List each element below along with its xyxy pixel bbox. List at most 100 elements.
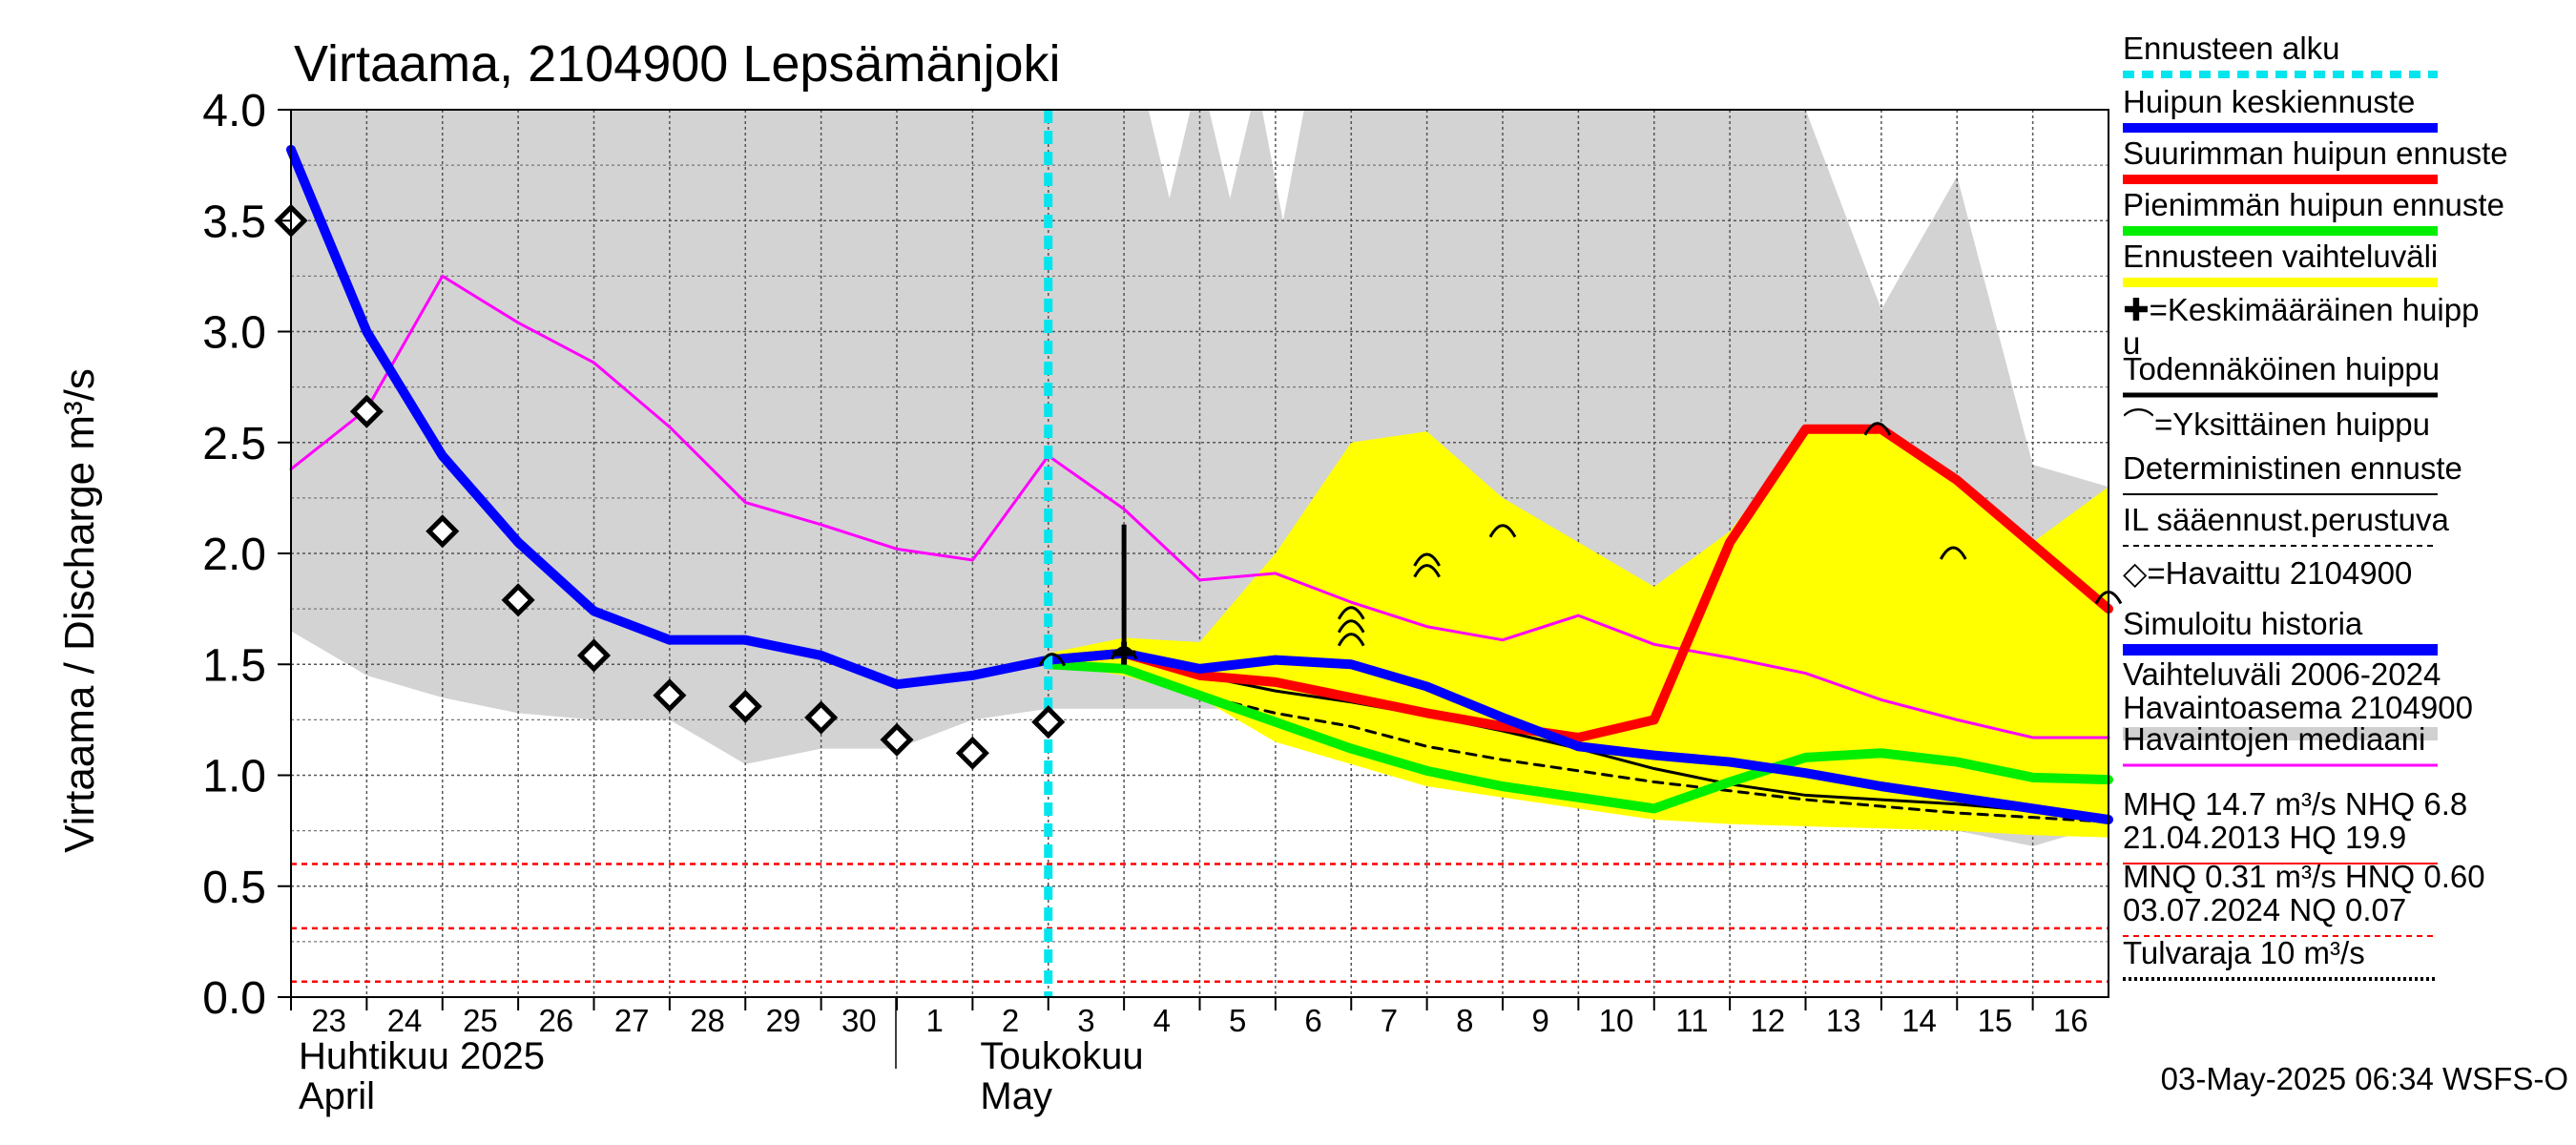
x-tick-label-3: 26 [538, 1003, 573, 1038]
y-tick-label-1: 0.5 [202, 863, 266, 913]
series-line-1 [286, 144, 1053, 690]
legend-item-9: IL sääennust.perustuva [2123, 502, 2449, 547]
legend-label-10: ◇=Havaittu 2104900 [2123, 555, 2412, 591]
series-line-4 [1043, 659, 2113, 814]
x-tick-label-10: 3 [1077, 1003, 1094, 1038]
legend-item-12: Vaihteluväli 2006-2024 Havaintoasema 210… [2123, 656, 2473, 740]
x-tick-label-23: 16 [2053, 1003, 2088, 1038]
legend-label-6: Todennäköinen huippu [2123, 351, 2440, 386]
month-label-en-1: May [980, 1075, 1052, 1117]
single-peak-3 [1337, 619, 1365, 634]
series-layer [286, 110, 2113, 997]
x-tick-label-14: 7 [1381, 1003, 1398, 1038]
legend-item-6: Todennäköinen huippu [2123, 351, 2440, 398]
legend-item-5: ✚=Keskimääräinen huippu [2123, 292, 2479, 361]
x-tick-label-0: 23 [311, 1003, 346, 1038]
legend-label-0: Ennusteen alku [2123, 31, 2340, 66]
series-line-6 [1043, 648, 2113, 824]
month-label-en-0: April [299, 1075, 375, 1117]
x-tick-label-5: 28 [690, 1003, 725, 1038]
x-tick-label-13: 6 [1304, 1003, 1321, 1038]
legend-item-0: Ennusteen alku [2123, 31, 2438, 78]
x-tick-label-21: 14 [1901, 1003, 1937, 1038]
legend-label-1: Huipun keskiennuste [2123, 84, 2415, 119]
legend-label-2: Suurimman huipun ennuste [2123, 135, 2508, 171]
legend-label-4: Ennusteen vaihteluväli [2123, 239, 2438, 274]
legend-label-3: Pienimmän huipun ennuste [2123, 187, 2504, 222]
legend-label-11: Simuloitu historia [2123, 606, 2363, 641]
chart-title: Virtaama, 2104900 Lepsämänjoki [294, 35, 1061, 93]
x-tick-label-19: 12 [1750, 1003, 1785, 1038]
observed-point-8 [880, 722, 914, 757]
legend-item-13: Havaintojen mediaani [2123, 721, 2438, 767]
x-tick-label-7: 30 [841, 1003, 877, 1038]
single-peak-9 [1939, 546, 1967, 560]
month-label-fi-1: Toukokuu [980, 1035, 1143, 1077]
legend-item-11: Simuloitu historia [2123, 606, 2438, 656]
single-peak-5 [1413, 552, 1441, 567]
legend-label-9: IL sääennust.perustuva [2123, 502, 2449, 537]
observed-point-9 [955, 736, 989, 770]
x-tick-label-18: 11 [1675, 1003, 1708, 1038]
legend-item-2: Suurimman huipun ennuste [2123, 135, 2508, 184]
x-tick-label-8: 1 [926, 1003, 944, 1038]
footer-timestamp: 03-May-2025 06:34 WSFS-O [2161, 1061, 2568, 1096]
single-peak-7 [1488, 524, 1517, 538]
historical-range-gap-0 [1148, 110, 1191, 198]
single-peak-8 [1863, 422, 1892, 436]
observed-point-1 [349, 394, 384, 428]
mean-peak-marker [1112, 641, 1136, 665]
legend-item-1: Huipun keskiennuste [2123, 84, 2438, 133]
legend-item-7: ⌒=Yksittäinen huippu [2123, 406, 2430, 442]
y-tick-label-2: 1.0 [202, 752, 266, 802]
legend-item-16: Tulvaraja 10 m³/s [2123, 935, 2438, 981]
series-line-0 [289, 274, 2110, 739]
legend-item-8: Deterministinen ennuste [2123, 450, 2462, 495]
single-peak-2 [1337, 606, 1365, 620]
markers-layer [274, 203, 2123, 770]
legend-item-4: Ennusteen vaihteluväli [2123, 239, 2438, 287]
legend-label-15: MNQ 0.31 m³/s HNQ 0.60 [2123, 859, 2485, 894]
single-peak-0 [1038, 653, 1067, 667]
threshold-lines-layer [291, 863, 2109, 983]
legend-label2-14: 21.04.2013 HQ 19.9 [2123, 820, 2406, 855]
y-tick-label-3: 1.5 [202, 640, 266, 691]
single-peak-4 [1337, 633, 1365, 647]
y-tick-label-0: 0.0 [202, 973, 266, 1024]
y-axis-label: Virtaama / Discharge m³/s [56, 368, 103, 853]
observed-point-3 [501, 583, 535, 617]
legend-item-3: Pienimmän huipun ennuste [2123, 187, 2504, 236]
y-tick-label-5: 2.5 [202, 419, 266, 469]
observed-point-4 [576, 638, 612, 673]
x-tick-label-4: 27 [614, 1003, 650, 1038]
x-tick-label-12: 5 [1229, 1003, 1246, 1038]
legend-label-12: Vaihteluväli 2006-2024 [2123, 656, 2441, 692]
x-tick-label-16: 9 [1532, 1003, 1549, 1038]
x-tick-label-2: 25 [463, 1003, 498, 1038]
x-tick-label-11: 4 [1153, 1003, 1171, 1038]
y-tick-label-4: 2.0 [202, 530, 266, 580]
x-tick-label-1: 24 [387, 1003, 423, 1038]
y-tick-label-6: 3.0 [202, 308, 266, 359]
y-tick-label-8: 4.0 [202, 86, 266, 136]
legend-label2-5: u [2123, 325, 2140, 361]
x-tick-label-22: 15 [1978, 1003, 2013, 1038]
observed-point-2 [426, 514, 460, 549]
legend-item-14: MHQ 14.7 m³/s NHQ 6.821.04.2013 HQ 19.9 [2123, 786, 2467, 864]
single-peak-6 [1413, 564, 1441, 578]
legend-label2-15: 03.07.2024 NQ 0.07 [2123, 892, 2406, 927]
x-tick-label-6: 29 [766, 1003, 801, 1038]
y-tick-label-7: 3.5 [202, 197, 266, 247]
legend-label-7: ⌒=Yksittäinen huippu [2123, 406, 2430, 442]
legend-label-16: Tulvaraja 10 m³/s [2123, 935, 2365, 970]
legend-label-8: Deterministinen ennuste [2123, 450, 2462, 486]
x-tick-label-17: 10 [1599, 1003, 1634, 1038]
legend-label2-12: Havaintoasema 2104900 [2123, 690, 2473, 725]
observed-point-5 [653, 678, 687, 713]
historical-range-gap-1 [1209, 110, 1252, 198]
observed-point-7 [804, 700, 839, 735]
series-line-5 [1043, 424, 2113, 742]
x-tick-label-9: 2 [1002, 1003, 1019, 1038]
